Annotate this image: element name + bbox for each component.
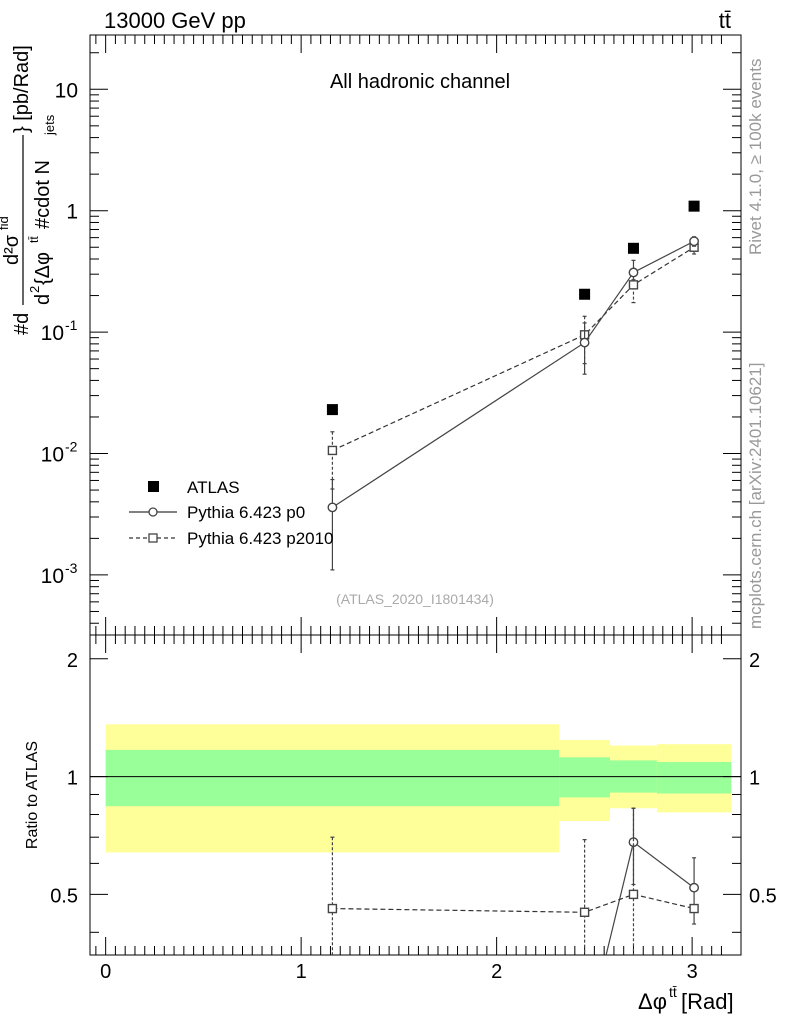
panel-title: All hadronic channel	[330, 71, 510, 93]
ratio-p2010-point	[327, 903, 338, 914]
x-tick-label: 2	[491, 961, 502, 983]
main-y-axis-label: #d d²σ fid d 2 {Δφ tt̄ #cdot N jets } [p…	[0, 45, 57, 335]
atlas-point	[688, 200, 700, 212]
ratio-series	[327, 807, 699, 956]
ratio-band-inner	[656, 761, 732, 794]
main-y-label-den-b: {Δφ	[32, 252, 54, 285]
p2010-line	[332, 246, 695, 451]
legend-entry-atlas: ATLAS	[187, 478, 240, 497]
x-axis-label-unit: [Rad]	[681, 989, 734, 1014]
ratio-p0-point	[689, 882, 699, 893]
atlas-point	[326, 404, 338, 416]
ratio-p2010-point	[628, 889, 639, 900]
main-panel: All hadronic channel (ATLAS_2020_I180143…	[41, 34, 742, 636]
legend-atlas-marker	[148, 481, 159, 492]
analysis-watermark: (ATLAS_2020_I1801434)	[336, 591, 494, 607]
ratio-y-tick-label-right: 0.5	[749, 885, 777, 907]
x-tick-labels: 0 1 2 3	[100, 961, 698, 983]
mcplots-label: mcplots.cern.ch [arXiv:2401.10621]	[746, 363, 765, 629]
ratio-p2010-line	[332, 893, 695, 913]
p0-line	[332, 240, 695, 508]
p0-point	[689, 236, 699, 247]
main-series	[326, 200, 700, 571]
legend: ATLAS Pythia 6.423 p0 Pythia 6.423 p2010	[129, 478, 334, 548]
p0-point	[628, 267, 639, 278]
legend-p2010-marker	[148, 533, 158, 543]
main-y-label-den-c: #cdot N	[32, 160, 54, 229]
p2010-point	[327, 445, 338, 456]
rivet-label: Rivet 4.1.0, ≥ 100k events	[746, 59, 765, 255]
ratio-p2010-point	[689, 903, 699, 914]
ratio-frame	[89, 634, 742, 956]
main-y-label-den-a: d	[32, 294, 54, 305]
ratio-p2010-point	[579, 907, 590, 917]
main-y-tick-label-exponent: -1	[65, 317, 78, 333]
p2010-point	[628, 280, 639, 290]
main-x-ticks	[95, 35, 722, 635]
x-axis-label: Δφ tt̄ [Rad]	[638, 984, 734, 1014]
main-y-tick-label: 10	[55, 79, 78, 102]
main-y-label-numerator-sup: fid	[0, 216, 11, 230]
ratio-x-ticks	[95, 635, 722, 955]
main-y-ticks	[90, 52, 741, 624]
ratio-y-tick-label-left: 1	[67, 768, 78, 790]
ratio-y-tick-label-left: 0.5	[50, 885, 78, 907]
main-y-tick-label-exponent: -3	[65, 560, 78, 576]
legend-entry-p0: Pythia 6.423 p0	[187, 503, 305, 522]
ratio-p0-point	[628, 837, 639, 848]
x-tick-label: 1	[296, 961, 307, 983]
x-axis-label-main: Δφ	[638, 989, 667, 1014]
main-y-label-den-sub: jets	[42, 114, 57, 136]
main-y-label-den-sup: 2	[27, 286, 42, 293]
process-label: tt̄	[719, 8, 731, 33]
legend-p0-marker	[148, 507, 158, 517]
main-y-label-den-sup2: tt̄	[27, 236, 41, 243]
ratio-uncertainty-bands	[90, 724, 741, 853]
p0-point	[579, 337, 590, 348]
legend-entry-p2010: Pythia 6.423 p2010	[187, 529, 334, 548]
ratio-y-tick-label-left: 2	[67, 650, 78, 672]
ratio-y-ticks: 0.5 0.5 1 1 2 2	[50, 650, 777, 933]
main-y-label-numerator: d²σ	[1, 234, 23, 265]
ratio-panel: 0.5 0.5 1 1 2 2 Ratio to ATLAS	[24, 634, 777, 956]
x-tick-label: 3	[687, 961, 698, 983]
p0-point	[327, 502, 338, 513]
ratio-y-tick-label-right: 1	[749, 768, 760, 790]
main-y-tick-label: 10	[41, 444, 64, 467]
x-tick-label: 0	[100, 961, 111, 983]
main-y-label-unit: } [pb/Rad]	[11, 45, 33, 133]
ratio-band-inner	[105, 749, 560, 807]
atlas-point	[579, 288, 591, 300]
ratio-y-tick-label-right: 2	[749, 650, 760, 672]
main-y-tick-label: 10	[41, 565, 64, 588]
x-axis-label-sup: tt̄	[669, 984, 677, 1000]
ratio-band-inner	[559, 757, 611, 798]
main-y-tick-label: 10	[41, 322, 64, 345]
ratio-y-axis-label: Ratio to ATLAS	[24, 741, 41, 849]
main-y-label-prefix: #d	[11, 313, 33, 335]
main-y-tick-label-exponent: -2	[65, 439, 78, 455]
main-y-tick-label: 1	[66, 201, 78, 224]
energy-label: 13000 GeV pp	[104, 8, 246, 33]
atlas-point	[627, 242, 639, 254]
